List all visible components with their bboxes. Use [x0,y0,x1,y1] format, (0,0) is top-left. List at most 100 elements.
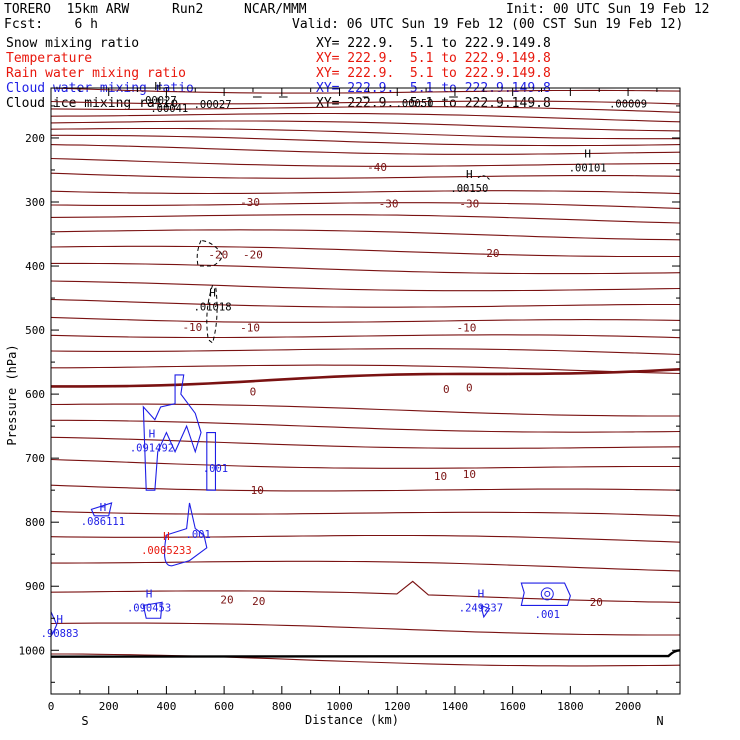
isotherm-line [50,316,681,323]
isotherm-line [51,419,681,433]
x-tick-label: 1600 [499,700,526,713]
extremum-marker-value: .0005233 [141,545,192,557]
isotherm-line [50,458,680,469]
extremum-marker-value: .001 [203,463,228,475]
x-tick-label: 2000 [615,700,642,713]
isotherm-label: -20 [208,249,228,262]
isotherm-label: -10 [182,321,202,334]
extremum-marker-value: .091492 [130,442,174,454]
cloud-ice-contour [196,239,223,267]
isotherm-line [50,580,681,603]
extremum-marker-value: .00027 [139,95,177,107]
org-label: NCAR/MMM [244,2,307,17]
extremum-marker-letter: H [56,613,63,626]
isotherm-line [50,334,681,339]
isotherm-line [50,144,681,155]
isotherm-line [50,622,680,636]
isotherm-label: 0 [250,386,257,399]
isotherm-line [50,534,681,543]
isotherm-line [50,87,681,94]
forecast-hour: Fcst: 6 h [4,17,98,32]
isotherm-label: 10 [463,468,476,481]
x-tick-label: 600 [214,700,234,713]
isotherm-line [51,134,681,147]
isotherm-line [50,106,681,113]
isotherm-line [50,436,681,449]
extremum-marker-letter: H [466,168,473,181]
extremum-marker-value: .00101 [569,162,607,174]
isotherm-line [50,484,681,492]
extremum-marker-value: .001 [535,609,560,621]
isotherm-label: -30 [379,197,399,210]
x-axis-label: Distance (km) [305,713,399,727]
isotherm-line [50,120,681,132]
isotherm-line [50,298,680,308]
y-tick-label: 500 [25,324,45,337]
isotherm-label: 0 [466,382,473,395]
extremum-marker-letter: H [100,501,107,514]
valid-time: Valid: 06 UTC Sun 19 Feb 12 (00 CST Sun … [292,17,684,32]
cloud-water-contour [90,502,113,517]
x-tick-label: 1200 [384,700,411,713]
extremum-marker-letter: H [146,587,153,600]
y-tick-label: 200 [25,132,45,145]
cloud-water-contour [540,587,554,601]
cloud-water-contour [520,582,571,606]
isotherm-line [50,172,681,179]
isotherm-line [50,245,680,258]
y-tick-label: 300 [25,196,45,209]
isotherm-line [50,100,681,105]
y-tick-label: 800 [25,516,45,529]
isotherm-line [50,229,681,241]
isotherm-line [50,403,680,417]
y-tick-label: 400 [25,260,45,273]
y-tick-label: 1000 [19,644,46,657]
x-tick-label: 200 [99,700,119,713]
y-tick-label: 600 [25,388,45,401]
cloud-water-contour [50,611,58,635]
extremum-marker-value: .00027 [194,99,232,111]
extremum-marker-letter: H [149,427,156,440]
x-tick-label: 1800 [557,700,584,713]
x-tick-label: 0 [48,700,55,713]
x-tick-label: 1400 [442,700,469,713]
extremum-marker-letter: H [163,530,170,543]
extremum-marker-letter: H [154,80,161,93]
y-tick-label: 700 [25,452,45,465]
isotherm-line [50,157,680,167]
isotherm-label: 20 [252,595,265,608]
isotherm-line [51,560,681,572]
extremum-marker-value: .249237 [459,602,503,614]
isotherm-line [50,112,681,123]
isotherm-label: -10 [240,322,260,335]
model-title: TORERO 15km ARW [4,2,130,17]
isotherm-line [51,364,681,375]
isotherm-line [50,190,681,195]
terrain-surface-line [50,649,681,658]
isotherm-label: -20 [480,247,500,260]
legend-snow-xy: XY= 222.9. 5.1 to 222.9.149.8 [316,36,551,51]
isotherm-line [50,348,681,356]
init-time: Init: 00 UTC Sun 19 Feb 12 [506,2,710,17]
legend-temperature-xy: XY= 222.9. 5.1 to 222.9.149.8 [316,51,551,66]
isotherm-line [50,127,680,140]
isotherm-label: -40 [367,161,387,174]
cloud-water-contour [544,590,551,597]
isotherm-line [51,262,681,275]
isotherm-line [50,214,681,224]
run-label: Run2 [172,2,204,17]
extremum-marker-value: .00050 [396,98,434,110]
isotherm-label: -20 [243,249,263,262]
legend-temperature-field: Temperature [6,51,93,66]
x-tick-label: 400 [156,700,176,713]
isotherm-label: -30 [459,197,479,210]
isotherm-line [50,280,681,292]
y-axis-label: Pressure (hPa) [5,344,19,445]
isotherm-label: 10 [251,484,264,497]
legend-rain-xy: XY= 222.9. 5.1 to 222.9.149.8 [316,66,551,81]
extremum-marker-value: .90883 [41,628,79,640]
x-tick-label: 800 [272,700,292,713]
isotherm-line [51,368,681,388]
extremum-marker-value: .00150 [450,183,488,195]
